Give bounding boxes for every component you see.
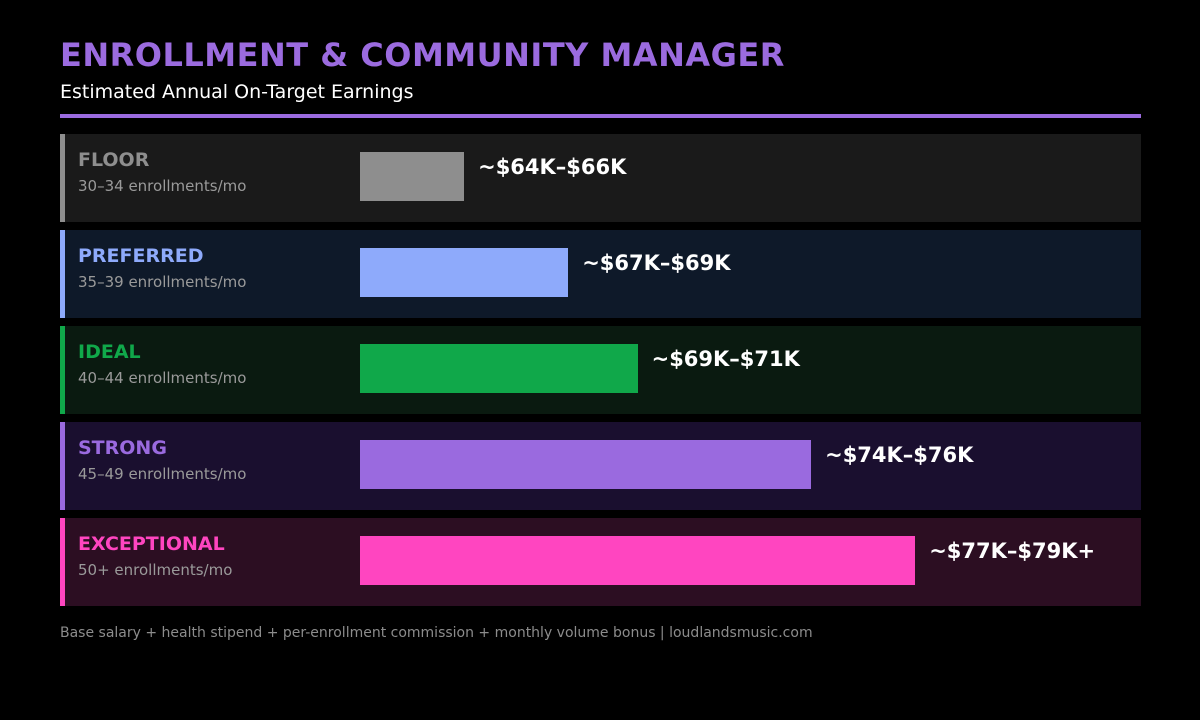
tier-enrollment-range: 35–39 enrollments/mo — [78, 273, 247, 291]
tier-value-label: ~$64K–$66K — [478, 155, 627, 179]
tier-row-preferred: PREFERRED 35–39 enrollments/mo ~$67K–$69K — [60, 230, 1141, 318]
tier-accent-stripe — [60, 134, 65, 222]
tier-row-strong: STRONG 45–49 enrollments/mo ~$74K–$76K — [60, 422, 1141, 510]
tier-name: EXCEPTIONAL — [78, 533, 225, 555]
tier-row-exceptional: EXCEPTIONAL 50+ enrollments/mo ~$77K–$79K+ — [60, 518, 1141, 606]
tier-list: FLOOR 30–34 enrollments/mo ~$64K–$66K PREFE… — [60, 134, 1141, 614]
tier-enrollment-range: 50+ enrollments/mo — [78, 561, 233, 579]
tier-accent-stripe — [60, 422, 65, 510]
tier-value-label: ~$69K–$71K — [651, 347, 800, 371]
tier-accent-stripe — [60, 326, 65, 414]
chart-subtitle: Estimated Annual On-Target Earnings — [60, 81, 414, 103]
tier-accent-stripe — [60, 518, 65, 606]
tier-row-ideal: IDEAL 40–44 enrollments/mo ~$69K–$71K — [60, 326, 1141, 414]
tier-bar — [360, 248, 569, 297]
tier-bar — [360, 344, 638, 393]
tier-name: IDEAL — [78, 341, 141, 363]
tier-name: FLOOR — [78, 149, 150, 171]
tier-row-floor: FLOOR 30–34 enrollments/mo ~$64K–$66K — [60, 134, 1141, 222]
tier-value-label: ~$67K–$69K — [582, 251, 731, 275]
tier-bar — [360, 440, 812, 489]
chart-title: ENROLLMENT & COMMUNITY MANAGER — [60, 36, 785, 74]
tier-bar — [360, 536, 916, 585]
tier-bar — [360, 152, 465, 201]
tier-name: PREFERRED — [78, 245, 204, 267]
tier-enrollment-range: 40–44 enrollments/mo — [78, 369, 247, 387]
tier-enrollment-range: 45–49 enrollments/mo — [78, 465, 247, 483]
tier-enrollment-range: 30–34 enrollments/mo — [78, 177, 247, 195]
title-divider — [60, 114, 1141, 118]
footer-note: Base salary + health stipend + per-enrol… — [60, 625, 813, 641]
tier-accent-stripe — [60, 230, 65, 318]
tier-name: STRONG — [78, 437, 167, 459]
tier-value-label: ~$77K–$79K+ — [929, 539, 1096, 563]
tier-value-label: ~$74K–$76K — [825, 443, 974, 467]
